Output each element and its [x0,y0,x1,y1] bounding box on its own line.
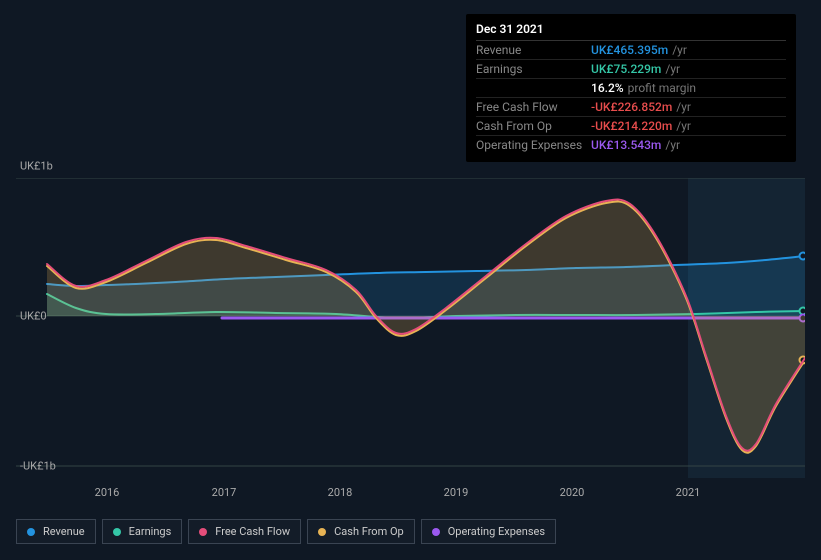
x-axis-label: 2020 [560,486,585,499]
tooltip-label: Earnings [476,62,591,76]
x-axis-label: 2018 [328,486,353,499]
tooltip-label: Revenue [476,43,591,57]
legend-label: Cash From Op [334,525,404,538]
legend-item[interactable]: Cash From Op [307,519,415,544]
legend-item[interactable]: Free Cash Flow [188,519,301,544]
legend-dot [318,528,326,536]
tooltip-suffix: /yr [676,119,691,133]
tooltip-row: Free Cash Flow-UK£226.852m/yr [476,98,786,117]
legend-item[interactable]: Revenue [16,519,96,544]
x-axis-label: 2017 [212,486,237,499]
tooltip-label [476,81,591,95]
financials-chart[interactable] [16,178,805,478]
x-axis-label: 2021 [676,486,701,499]
legend-item[interactable]: Operating Expenses [421,519,556,544]
tooltip-suffix: profit margin [628,81,696,95]
legend-label: Free Cash Flow [215,525,290,538]
y-axis-label: -UK£1b [20,460,56,473]
tooltip-value: 16.2% [591,81,624,95]
tooltip-suffix: /yr [672,43,687,57]
x-axis-label: 2019 [444,486,469,499]
legend-label: Operating Expenses [448,525,545,538]
y-axis-label: UK£1b [20,160,53,173]
tooltip-suffix: /yr [676,100,691,114]
y-axis-label: UK£0 [20,310,47,323]
tooltip-label: Operating Expenses [476,138,591,152]
tooltip-date: Dec 31 2021 [476,22,786,41]
chart-svg [16,178,805,478]
legend-label: Earnings [129,525,172,538]
tooltip-row: EarningsUK£75.229m/yr [476,60,786,79]
tooltip-value: -UK£226.852m [591,100,672,114]
tooltip-value: UK£465.395m [591,43,668,57]
legend-dot [199,528,207,536]
tooltip-label: Cash From Op [476,119,591,133]
legend-label: Revenue [43,525,85,538]
legend-dot [113,528,121,536]
tooltip-row: Cash From Op-UK£214.220m/yr [476,117,786,136]
tooltip-value: -UK£214.220m [591,119,672,133]
data-tooltip: Dec 31 2021 RevenueUK£465.395m/yrEarning… [466,14,796,162]
tooltip-suffix: /yr [665,62,680,76]
tooltip-label: Free Cash Flow [476,100,591,114]
x-axis-label: 2016 [95,486,120,499]
tooltip-row: RevenueUK£465.395m/yr [476,41,786,60]
tooltip-row: Operating ExpensesUK£13.543m/yr [476,136,786,154]
tooltip-value: UK£13.543m [591,138,661,152]
chart-legend: Revenue Earnings Free Cash Flow Cash From O… [16,519,556,544]
tooltip-value: UK£75.229m [591,62,661,76]
legend-dot [432,528,440,536]
tooltip-row: 16.2% profit margin [476,79,786,98]
legend-item[interactable]: Earnings [102,519,183,544]
legend-dot [27,528,35,536]
tooltip-suffix: /yr [665,138,680,152]
